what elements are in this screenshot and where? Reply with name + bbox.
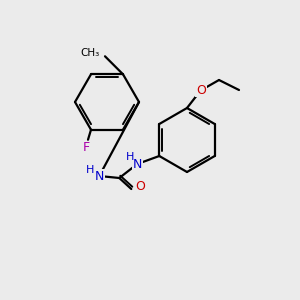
Text: N: N bbox=[94, 169, 104, 182]
Text: N: N bbox=[133, 158, 142, 170]
Text: H: H bbox=[126, 152, 134, 162]
Text: O: O bbox=[196, 83, 206, 97]
Text: F: F bbox=[82, 141, 90, 154]
Text: O: O bbox=[135, 179, 145, 193]
Text: H: H bbox=[86, 165, 94, 175]
Text: CH₃: CH₃ bbox=[81, 48, 100, 58]
